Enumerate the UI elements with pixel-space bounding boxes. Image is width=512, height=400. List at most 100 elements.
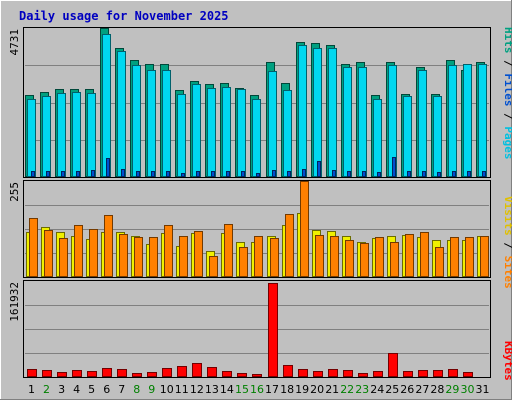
x-tick-label: 30: [461, 383, 475, 396]
files-bar: [298, 45, 307, 177]
x-axis-labels: 1 2 3 4 5 6 7 8 9 10 11 12 13 14 15 16 17 18 19 20 21 22 23 24 2…: [28, 383, 490, 396]
sites-bar: [89, 229, 98, 277]
files-bar: [373, 99, 382, 177]
pages-bar: [241, 171, 245, 177]
pages-bar: [106, 158, 110, 177]
x-tick-label: 5: [88, 383, 95, 396]
files-bar: [72, 92, 81, 177]
kbytes-bar: [162, 368, 172, 377]
pages-bar: [256, 173, 260, 177]
x-tick-label: 11: [175, 383, 189, 396]
x-tick-label: 2: [43, 383, 50, 396]
sites-bar: [390, 242, 399, 277]
pages-bar: [31, 171, 35, 177]
x-tick-label: 22: [340, 383, 354, 396]
files-bar: [343, 67, 352, 177]
kbytes-bar: [72, 370, 82, 377]
pages-bar: [347, 171, 351, 177]
kbytes-bar: [102, 368, 112, 377]
x-tick-label: 24: [370, 383, 384, 396]
x-tick-label: 9: [148, 383, 155, 396]
kbytes-bar: [268, 283, 278, 377]
sites-bar: [315, 235, 324, 277]
pages-bar: [61, 171, 65, 177]
pages-bar: [482, 171, 486, 177]
pages-bar: [377, 172, 381, 177]
pages-bar: [302, 169, 306, 177]
kbytes-bar: [463, 372, 473, 377]
pages-bar: [91, 170, 95, 177]
x-tick-label: 23: [355, 383, 369, 396]
sites-bar: [254, 236, 263, 277]
x-tick-label: 21: [325, 383, 339, 396]
pages-bar: [211, 171, 215, 177]
x-tick-label: 28: [430, 383, 444, 396]
kbytes-bar: [448, 369, 458, 377]
x-tick-label: 29: [445, 383, 459, 396]
files-bar: [192, 84, 201, 177]
bar-marks: [25, 28, 489, 377]
files-bar: [252, 99, 261, 177]
visits-legend: Visits / Sites: [502, 196, 512, 289]
x-tick-label: 6: [103, 383, 110, 396]
pages-bar: [196, 171, 200, 177]
kbytes-bar: [298, 369, 308, 377]
kbytes-bar: [237, 373, 247, 377]
files-bar: [448, 65, 457, 177]
sites-bar: [29, 218, 38, 277]
legend-kbytes: KBytes: [502, 341, 512, 381]
x-tick-label: 31: [476, 383, 490, 396]
files-bar: [283, 90, 292, 177]
x-tick-label: 1: [28, 383, 35, 396]
files-bar: [433, 96, 442, 177]
x-tick-label: 27: [415, 383, 429, 396]
sites-bar: [450, 237, 459, 277]
pages-bar: [422, 171, 426, 177]
x-tick-label: 4: [73, 383, 80, 396]
kbytes-bar: [42, 370, 52, 377]
files-bar: [147, 70, 156, 177]
files-bar: [42, 96, 51, 177]
sites-bar: [300, 181, 309, 277]
kbytes-bar: [192, 363, 202, 377]
sites-bar: [44, 230, 53, 277]
files-bar: [237, 89, 246, 177]
chart-title: Daily usage for November 2025: [19, 9, 229, 23]
kbytes-bar: [117, 369, 127, 377]
visits-y-max-label: 255: [8, 182, 21, 202]
x-tick-label: 20: [310, 383, 324, 396]
files-bar: [463, 64, 472, 177]
pages-bar: [407, 171, 411, 177]
sites-bar: [375, 237, 384, 277]
sites-bar: [405, 234, 414, 277]
kbytes-bar: [57, 372, 67, 377]
kbytes-bar: [283, 365, 293, 377]
sites-bar: [194, 231, 203, 277]
sites-bar: [74, 225, 83, 277]
x-tick-label: 17: [265, 383, 279, 396]
files-bar: [132, 65, 141, 177]
sites-bar: [179, 236, 188, 277]
sites-bar: [59, 238, 68, 277]
files-bar: [27, 99, 36, 177]
kbytes-bar: [373, 371, 383, 377]
x-tick-label: 10: [160, 383, 174, 396]
legend-files: Files: [502, 73, 512, 106]
x-tick-label: 7: [118, 383, 125, 396]
sites-bar: [480, 236, 489, 277]
pages-bar: [121, 169, 125, 177]
files-bar: [222, 87, 231, 177]
legend-hits: Hits: [502, 27, 512, 54]
x-tick-label: 18: [280, 383, 294, 396]
kbytes-bar: [343, 370, 353, 377]
kbytes-bar: [403, 371, 413, 377]
pages-bar: [362, 171, 366, 177]
sites-bar: [209, 256, 218, 277]
kbytes-bar: [147, 372, 157, 377]
x-tick-label: 14: [220, 383, 234, 396]
x-tick-label: 13: [205, 383, 219, 396]
sites-bar: [285, 214, 294, 277]
files-bar: [57, 93, 66, 177]
